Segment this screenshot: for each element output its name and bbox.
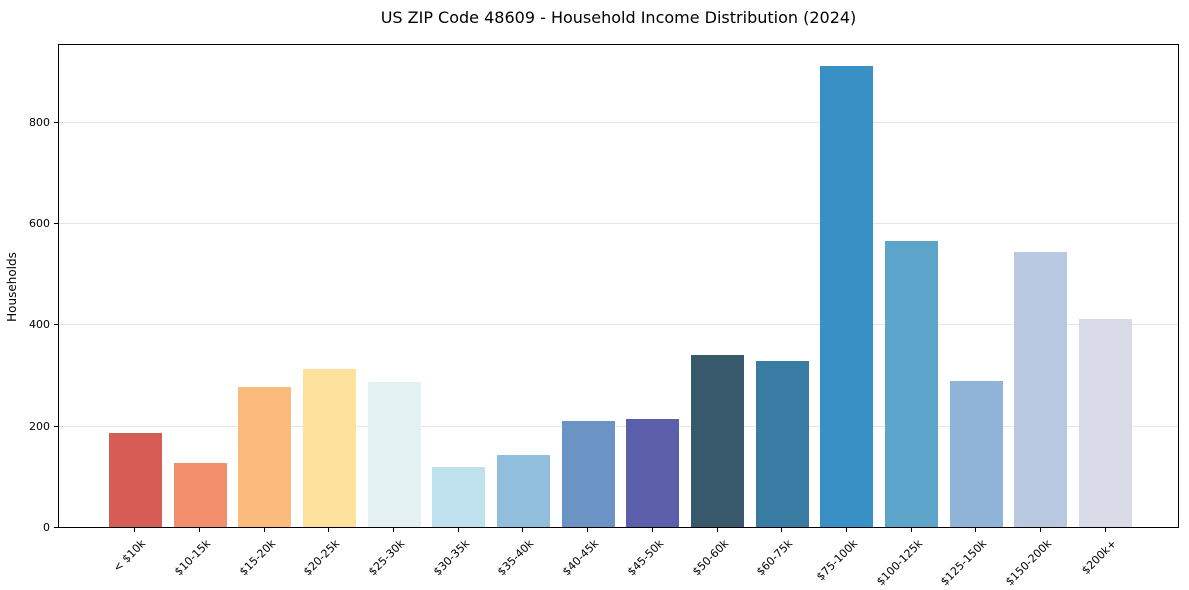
- plot-area: [58, 44, 1179, 528]
- bar: [561, 421, 615, 527]
- x-axis-tick: [845, 528, 847, 532]
- bar: [691, 355, 745, 527]
- x-tick-label: $200k+: [1078, 537, 1119, 578]
- x-tick-label: $40-45k: [560, 537, 602, 579]
- x-tick-label: < $10k: [110, 537, 149, 575]
- y-axis-tick: [54, 121, 58, 123]
- chart-title: US ZIP Code 48609 - Household Income Dis…: [380, 8, 857, 27]
- x-axis-tick: [199, 528, 201, 532]
- x-axis-tick: [134, 528, 136, 532]
- x-tick-label: $35-40k: [495, 537, 537, 579]
- x-axis-tick: [975, 528, 977, 532]
- gridline: [59, 324, 1178, 326]
- bar: [108, 433, 162, 527]
- y-axis-tick: [54, 324, 58, 326]
- y-tick-label: 400: [29, 318, 50, 332]
- x-tick-label: $75-100k: [813, 537, 861, 584]
- bar: [1014, 252, 1068, 527]
- bar: [949, 381, 1003, 527]
- x-axis-tick: [393, 528, 395, 532]
- gridline: [59, 222, 1178, 224]
- x-tick-label: $50-60k: [689, 537, 731, 579]
- gridline: [59, 121, 1178, 123]
- gridline: [59, 425, 1178, 427]
- x-axis-tick: [1104, 528, 1106, 532]
- x-axis-tick: [781, 528, 783, 532]
- y-axis-tick: [54, 425, 58, 427]
- y-axis-tick: [54, 527, 58, 528]
- bar: [173, 463, 227, 527]
- bar: [496, 454, 550, 527]
- bar: [626, 418, 680, 527]
- x-axis-tick: [1039, 528, 1041, 532]
- bar: [1079, 319, 1133, 527]
- x-tick-label: $30-35k: [430, 537, 472, 579]
- x-axis-tick: [716, 528, 718, 532]
- bar: [302, 368, 356, 527]
- bar: [885, 241, 939, 527]
- x-tick-label: $15-20k: [236, 537, 278, 579]
- x-tick-label: $100-125k: [873, 537, 925, 589]
- y-tick-label: 800: [29, 115, 50, 129]
- bar: [367, 382, 421, 527]
- x-axis-tick: [328, 528, 330, 532]
- y-tick-label: 200: [29, 419, 50, 433]
- x-tick-label: $10-15k: [171, 537, 214, 579]
- x-axis-tick: [587, 528, 589, 532]
- x-tick-label: $45-50k: [624, 537, 667, 579]
- bar: [755, 360, 809, 527]
- x-axis-tick: [263, 528, 265, 532]
- x-tick-label: $125-150k: [938, 537, 990, 589]
- x-tick-label: $25-30k: [366, 537, 408, 579]
- bar: [432, 467, 486, 527]
- y-axis-tick: [54, 222, 58, 224]
- x-tick-label: $150-200k: [1003, 537, 1055, 589]
- x-tick-label: $20-25k: [301, 537, 343, 579]
- y-tick-label: 0: [43, 521, 50, 534]
- x-axis-tick: [457, 528, 459, 532]
- x-tick-label: $60-75k: [754, 537, 796, 579]
- bar: [238, 386, 292, 527]
- x-axis-tick: [651, 528, 653, 532]
- x-axis-tick: [910, 528, 912, 532]
- y-tick-label: 600: [29, 216, 50, 230]
- y-axis-label: Households: [5, 252, 19, 322]
- bar: [820, 66, 874, 527]
- x-axis-tick: [522, 528, 524, 532]
